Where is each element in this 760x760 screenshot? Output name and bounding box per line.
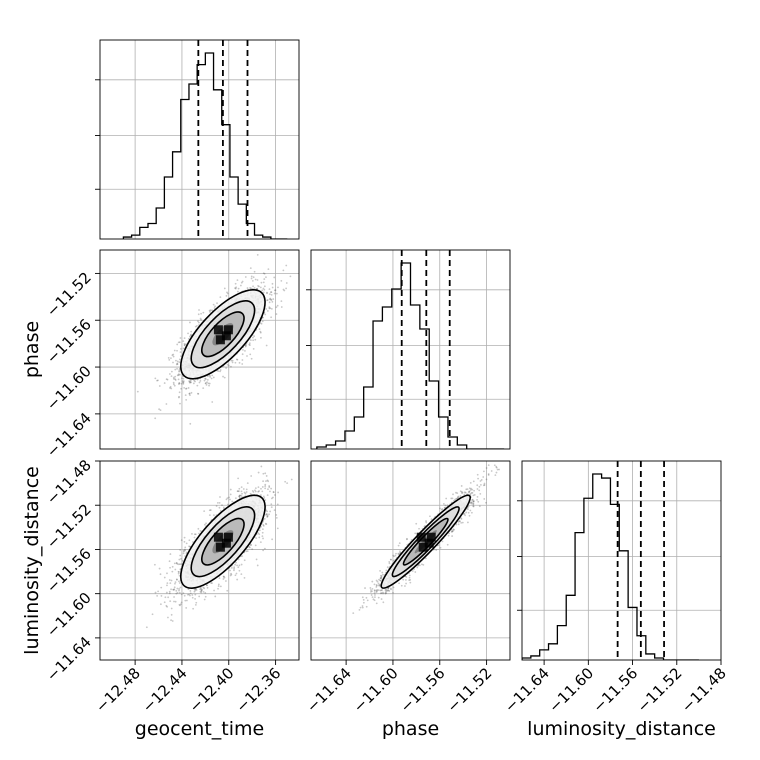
panel-frame: [99, 460, 300, 661]
x-tick-label: −11.56: [397, 664, 449, 716]
panel-frame: [521, 460, 722, 661]
y-tick-label: −11.48: [43, 456, 95, 508]
y-tick-label: −11.64: [43, 633, 95, 685]
scatter-panel-geocent_time-luminosity_distance: [99, 460, 300, 661]
histogram-steps: [522, 473, 699, 660]
x-tick-label: −11.52: [443, 664, 495, 716]
x-tick-label: −11.60: [350, 664, 402, 716]
histogram-panel-geocent_time: [95, 39, 300, 240]
x-tick-label: −12.36: [232, 664, 284, 716]
contour-line: [179, 288, 266, 380]
panel-frame: [310, 460, 511, 661]
panel-frame: [310, 249, 511, 450]
y-tick-label: −11.60: [43, 589, 95, 641]
panel-frame: [99, 39, 300, 240]
density-contours: [380, 494, 471, 589]
histogram-steps: [122, 52, 288, 239]
panel-frame: [99, 249, 300, 450]
histogram-panel-phase: [306, 249, 511, 450]
x-tick-label: −11.56: [589, 664, 641, 716]
scatter-panel-geocent_time-phase: [99, 249, 300, 450]
x-tick-label: −11.52: [634, 664, 686, 716]
x-axis-label-luminosity_distance: luminosity_distance: [527, 718, 716, 740]
x-tick-label: −11.64: [303, 664, 355, 716]
x-tick-label: −11.64: [501, 664, 553, 716]
y-tick-label: −11.56: [43, 545, 95, 597]
y-tick-label: −11.56: [43, 315, 95, 367]
density-contours: [179, 288, 266, 380]
histogram-steps: [316, 262, 505, 449]
x-tick-label: −12.40: [186, 664, 238, 716]
y-tick-label: −11.60: [43, 362, 95, 414]
contour-line: [190, 300, 256, 369]
y-tick-label: −11.64: [43, 409, 95, 461]
x-tick-label: −12.44: [139, 664, 191, 716]
x-tick-label: −11.48: [678, 664, 730, 716]
y-axis-label-phase: phase: [21, 321, 43, 378]
x-tick-label: −12.48: [92, 664, 144, 716]
density-contours: [179, 494, 266, 589]
y-axis-label-luminosity_distance: luminosity_distance: [21, 466, 43, 655]
histogram-panel-luminosity_distance: [517, 460, 722, 661]
x-axis-label-geocent_time: geocent_time: [135, 718, 264, 740]
x-tick-label: −11.60: [545, 664, 597, 716]
contour-line: [179, 494, 266, 589]
scatter-panel-phase-luminosity_distance: [310, 460, 511, 661]
y-tick-label: −11.52: [43, 500, 95, 552]
contour-line: [190, 506, 256, 578]
x-axis-label-phase: phase: [382, 718, 439, 740]
y-tick-label: −11.52: [43, 269, 95, 321]
